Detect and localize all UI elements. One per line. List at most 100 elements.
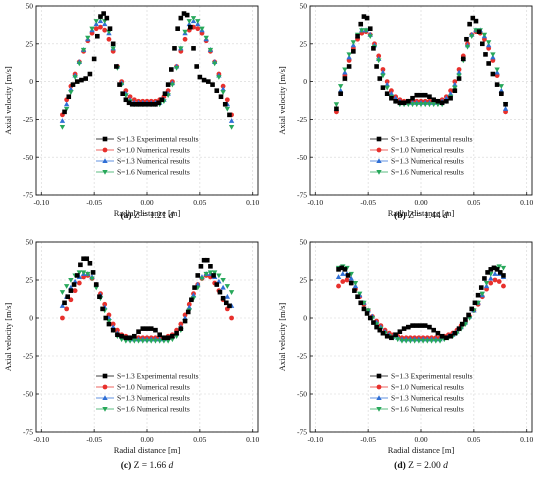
data-point [452,330,458,336]
data-point [336,283,341,289]
data-point [178,15,184,21]
y-axis-label: Axial velocity [m/s] [3,66,13,135]
data-point [376,53,382,59]
caption-text: Z = 2.00 [406,461,443,471]
data-point [157,332,162,338]
data-point [220,278,226,283]
data-point [356,291,363,297]
x-axis-label: Radial distance [m] [388,445,455,455]
data-point [488,280,494,286]
caption-letter: (d) [394,460,406,471]
data-point [439,100,445,106]
data-point [210,82,215,87]
legend-marker [376,407,382,412]
data-point [102,27,108,33]
data-point [220,90,226,95]
x-axis-label: Radial distance [m] [388,208,455,218]
data-point [363,28,369,33]
y-tick-label: -75 [297,191,307,200]
data-point [482,276,487,281]
x-tick-label: 0.05 [193,198,206,207]
data-point [110,46,116,52]
data-point [380,67,386,72]
data-point [350,40,357,46]
y-axis-label: Axial velocity [m/s] [277,66,287,135]
data-point [91,56,97,62]
data-point [142,101,148,107]
data-point [59,118,66,123]
data-point [203,271,209,277]
legend: S=1.3 Experimental results S=1.0 Numerica… [96,372,199,414]
y-tick-label: -75 [23,428,33,437]
data-point [384,81,390,87]
data-point [87,260,93,266]
data-point [492,271,498,276]
legend-marker [102,147,108,153]
legend-marker [102,170,108,175]
data-point [359,28,365,33]
data-point [131,97,137,103]
data-point [172,46,177,51]
data-point [173,65,180,71]
data-point [475,292,481,298]
data-point [216,75,222,80]
y-axis-label: Axial velocity [m/s] [277,303,287,372]
panel-caption: (d) Z = 2.00 d [394,460,448,471]
data-point [464,44,471,50]
data-point [100,306,105,312]
data-point [469,306,475,312]
series-1 [62,11,232,118]
data-point [184,12,190,18]
data-point [426,102,433,108]
data-point [74,273,80,278]
data-point [393,98,398,104]
data-point [97,294,102,300]
data-point [365,308,371,314]
data-point [336,267,341,272]
data-point [393,332,398,338]
y-tick-label: 25 [26,276,34,285]
data-point [380,330,386,336]
legend-label: S=1.6 Numerical results [117,168,190,177]
x-tick-label: -0.10 [307,198,323,207]
data-point [68,90,74,95]
data-point [218,94,224,100]
y-tick-label: 0 [29,77,33,86]
data-point [501,283,506,289]
data-point [473,28,479,33]
data-point [367,34,373,40]
legend-label: S=1.3 Numerical results [117,157,190,166]
data-point [182,36,188,42]
data-point [418,102,424,108]
data-point [407,338,414,344]
data-point [120,91,125,96]
data-point [348,280,354,286]
data-point [414,323,420,328]
panel-caption: (b) Z = 1.44 d [394,210,448,221]
data-point [491,265,497,271]
data-point [103,315,109,321]
legend: S=1.3 Experimental results S=1.0 Numerica… [370,372,473,414]
data-point [395,337,401,343]
data-point [377,76,383,81]
panel-caption: (c) Z = 1.66 d [121,460,174,471]
data-point [488,267,494,272]
data-point [110,41,116,47]
data-point [207,270,214,276]
data-point [388,90,395,96]
caption-unit: d [443,461,448,471]
data-point [435,98,441,104]
series-1 [62,256,232,341]
legend-marker [376,384,382,390]
data-point [228,124,235,130]
data-point [190,16,197,21]
data-point [83,76,88,81]
y-axis-label: Axial velocity [m/s] [3,303,13,372]
legend-label: S=1.0 Numerical results [391,383,464,392]
legend-marker [102,395,108,400]
data-point [214,282,220,287]
legend-marker [376,147,382,153]
data-point [358,300,364,306]
data-point [59,290,66,295]
data-point [224,293,231,299]
